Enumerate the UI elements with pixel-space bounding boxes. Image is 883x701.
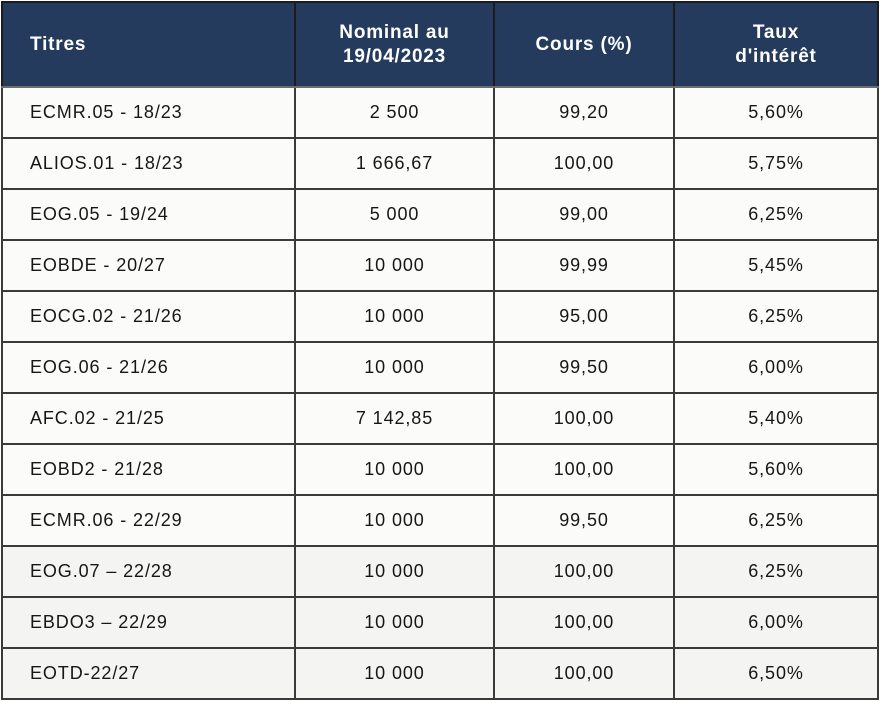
cell-nominal: 10 000 <box>294 239 495 292</box>
table-row: EOG.07 – 22/28 10 000 100,00 6,25% <box>1 545 879 598</box>
cell-titre: EOCG.02 - 21/26 <box>1 290 296 343</box>
table-row: ECMR.06 - 22/29 10 000 99,50 6,25% <box>1 494 879 547</box>
column-header-nominal: Nominal au 19/04/2023 <box>294 1 495 88</box>
cell-cours: 99,00 <box>493 188 675 241</box>
table-row: ECMR.05 - 18/23 2 500 99,20 5,60% <box>1 86 879 139</box>
table-row: EOTD-22/27 10 000 100,00 6,50% <box>1 647 879 700</box>
cell-cours: 95,00 <box>493 290 675 343</box>
cell-taux: 6,25% <box>673 494 879 547</box>
cell-nominal: 10 000 <box>294 647 495 700</box>
cell-taux: 5,45% <box>673 239 879 292</box>
table-row: EOBD2 - 21/28 10 000 100,00 5,60% <box>1 443 879 496</box>
cell-titre: EOBDE - 20/27 <box>1 239 296 292</box>
cell-nominal: 10 000 <box>294 290 495 343</box>
cell-taux: 5,60% <box>673 443 879 496</box>
cell-taux: 6,00% <box>673 341 879 394</box>
cell-nominal: 10 000 <box>294 545 495 598</box>
cell-cours: 99,50 <box>493 341 675 394</box>
cell-titre: EOG.07 – 22/28 <box>1 545 296 598</box>
cell-titre: ECMR.06 - 22/29 <box>1 494 296 547</box>
cell-cours: 99,99 <box>493 239 675 292</box>
cell-titre: EOBD2 - 21/28 <box>1 443 296 496</box>
cell-nominal: 10 000 <box>294 341 495 394</box>
cell-cours: 100,00 <box>493 137 675 190</box>
cell-nominal: 7 142,85 <box>294 392 495 445</box>
cell-cours: 100,00 <box>493 647 675 700</box>
column-header-label: Titres <box>30 33 87 55</box>
cell-nominal: 1 666,67 <box>294 137 495 190</box>
table-header: Titres Nominal au 19/04/2023 Cours (%) T… <box>1 1 879 88</box>
column-header-label: Nominal au 19/04/2023 <box>339 21 450 67</box>
cell-titre: ECMR.05 - 18/23 <box>1 86 296 139</box>
cell-nominal: 5 000 <box>294 188 495 241</box>
table-row: EOG.05 - 19/24 5 000 99,00 6,25% <box>1 188 879 241</box>
cell-cours: 100,00 <box>493 596 675 649</box>
header-row: Titres Nominal au 19/04/2023 Cours (%) T… <box>1 1 879 88</box>
column-header-label: Taux d'intérêt <box>735 21 817 67</box>
table-row: EOG.06 - 21/26 10 000 99,50 6,00% <box>1 341 879 394</box>
cell-titre: EOTD-22/27 <box>1 647 296 700</box>
cell-nominal: 2 500 <box>294 86 495 139</box>
cell-titre: EOG.06 - 21/26 <box>1 341 296 394</box>
column-header-label: Cours (%) <box>535 33 633 55</box>
cell-titre: EOG.05 - 19/24 <box>1 188 296 241</box>
cell-titre: AFC.02 - 21/25 <box>1 392 296 445</box>
cell-taux: 5,75% <box>673 137 879 190</box>
column-header-titres: Titres <box>1 1 296 88</box>
cell-cours: 100,00 <box>493 545 675 598</box>
table-body: ECMR.05 - 18/23 2 500 99,20 5,60% ALIOS.01 -… <box>1 86 879 700</box>
cell-taux: 6,25% <box>673 545 879 598</box>
cell-cours: 100,00 <box>493 443 675 496</box>
cell-taux: 5,60% <box>673 86 879 139</box>
table-row: EOBDE - 20/27 10 000 99,99 5,45% <box>1 239 879 292</box>
cell-taux: 6,25% <box>673 188 879 241</box>
table-row: ALIOS.01 - 18/23 1 666,67 100,00 5,75% <box>1 137 879 190</box>
column-header-cours: Cours (%) <box>493 1 675 88</box>
cell-nominal: 10 000 <box>294 596 495 649</box>
cell-titre: ALIOS.01 - 18/23 <box>1 137 296 190</box>
table-row: EBDO3 – 22/29 10 000 100,00 6,00% <box>1 596 879 649</box>
cell-taux: 6,50% <box>673 647 879 700</box>
cell-nominal: 10 000 <box>294 494 495 547</box>
table-row: EOCG.02 - 21/26 10 000 95,00 6,25% <box>1 290 879 343</box>
cell-titre: EBDO3 – 22/29 <box>1 596 296 649</box>
cell-nominal: 10 000 <box>294 443 495 496</box>
table-row: AFC.02 - 21/25 7 142,85 100,00 5,40% <box>1 392 879 445</box>
cell-taux: 5,40% <box>673 392 879 445</box>
cell-cours: 100,00 <box>493 392 675 445</box>
cell-cours: 99,20 <box>493 86 675 139</box>
cell-cours: 99,50 <box>493 494 675 547</box>
cell-taux: 6,00% <box>673 596 879 649</box>
column-header-taux: Taux d'intérêt <box>673 1 879 88</box>
cell-taux: 6,25% <box>673 290 879 343</box>
